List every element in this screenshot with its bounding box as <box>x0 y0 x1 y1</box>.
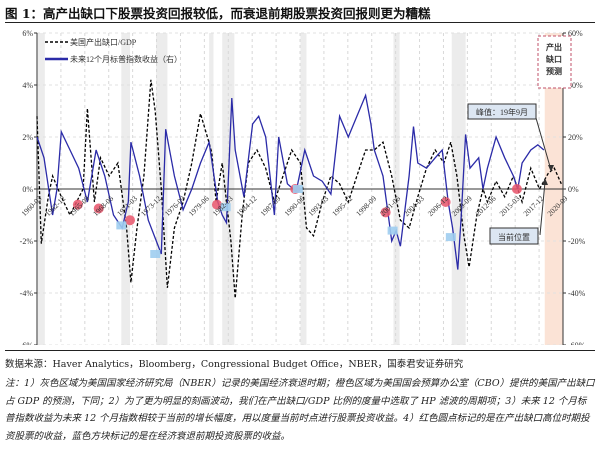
peak-arrowhead <box>548 165 554 172</box>
x-tick-label: 1965-09 <box>67 194 91 218</box>
right-tick-label: -20% <box>568 237 586 246</box>
left-tick-label: -2% <box>20 237 34 246</box>
red-dot-marker <box>211 199 222 210</box>
output-gap-line <box>36 79 562 299</box>
red-dot-marker <box>380 207 391 218</box>
legend-gap-label: 美国产出缺口/GDP <box>70 37 137 47</box>
right-tick-label: -60% <box>568 341 586 345</box>
blue-square-marker <box>292 185 303 193</box>
current-label-box <box>489 227 539 245</box>
left-tick-label: 2% <box>22 133 33 142</box>
right-tick-label: 40% <box>568 81 583 90</box>
blue-square-marker <box>387 226 398 235</box>
current-arrowhead <box>542 178 548 185</box>
forecast-label-text: 预测 <box>546 66 562 76</box>
left-tick-label: -6% <box>20 341 34 345</box>
x-tick-label: 1998-09 <box>354 194 378 218</box>
x-tick-label: 1984-12 <box>235 194 259 218</box>
current-arrow <box>539 181 546 236</box>
right-tick-label: 60% <box>568 29 583 38</box>
blue-square-marker <box>116 221 127 230</box>
red-dot-marker <box>72 199 83 210</box>
peak-arrow <box>535 117 552 171</box>
x-tick-label: 1993-03 <box>306 194 330 218</box>
chart-note: 注：1）灰色区域为美国国家经济研究局（NBER）记录的美国经济衰退时期；橙色区域… <box>5 378 595 442</box>
blue-square-marker <box>445 233 456 242</box>
left-tick-label: 0% <box>22 185 33 194</box>
footer-rule <box>5 350 595 351</box>
left-tick-label: 6% <box>22 29 33 38</box>
forecast-label-box <box>537 35 572 89</box>
current-label-text: 当前位置 <box>498 232 530 242</box>
red-dot-marker <box>93 203 104 214</box>
chart: -6% -60% -4% -40% -2% -20% 0% 0% 2% 20% 4% 40% 6% 60%… <box>19 29 586 345</box>
data-source: 数据来源：Haver Analytics，Bloomberg，Congressi… <box>5 359 464 370</box>
red-dot-marker <box>125 215 136 226</box>
blue-square-marker <box>150 250 161 258</box>
right-tick-label: 20% <box>568 133 583 142</box>
figure-title: 图 1：高产出缺口下股票投资回报较低，而衰退前期股票投资回报则更为糟糕 <box>5 6 431 21</box>
x-tick-label: 1987-09 <box>258 194 282 218</box>
red-dot-marker <box>511 184 522 194</box>
blue-square-marker <box>220 203 231 212</box>
title-rule <box>5 22 595 23</box>
peak-label-text: 峰值：19年9月 <box>476 107 528 117</box>
x-tick-label: 2015-03 <box>498 194 522 218</box>
left-tick-label: -4% <box>20 289 34 298</box>
left-tick-label: 4% <box>22 81 33 90</box>
legend-return-label: 未来12个月标普指数收益（右） <box>70 54 182 64</box>
red-dot-marker <box>440 197 451 207</box>
sp500-return-line <box>36 93 545 270</box>
x-tick-label: 1995-12 <box>330 194 354 218</box>
x-tick-label: 1979-06 <box>187 194 211 218</box>
peak-label-box <box>467 103 537 120</box>
forecast-label-text: 缺口 <box>545 54 562 64</box>
forecast-label-text: 产出 <box>546 42 562 52</box>
right-tick-label: -40% <box>568 289 586 298</box>
right-tick-label: 0% <box>568 185 579 194</box>
